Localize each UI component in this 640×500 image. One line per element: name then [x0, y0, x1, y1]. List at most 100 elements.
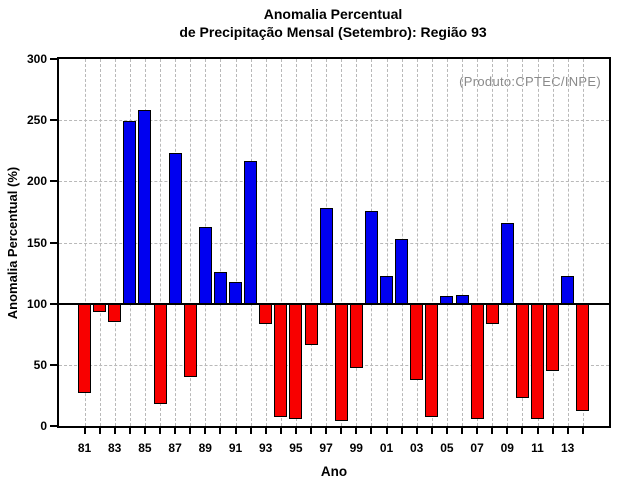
y-tick-label: 250: [26, 113, 47, 128]
bar-2004: [425, 303, 439, 418]
x-tick: [506, 428, 509, 434]
x-tick: [204, 428, 207, 434]
y-tick: [50, 241, 57, 244]
x-tick-label: 01: [379, 441, 394, 455]
x-tick: [581, 428, 584, 434]
bar-2011: [531, 303, 544, 419]
x-tick-label: 97: [319, 441, 333, 455]
bar-2012: [546, 303, 560, 371]
x-tick: [128, 428, 131, 434]
x-tick: [325, 428, 328, 434]
x-tick: [98, 428, 101, 434]
x-tick: [551, 428, 554, 434]
y-tick: [50, 425, 57, 427]
bar-2007: [470, 303, 484, 419]
y-tick-label: 0: [40, 419, 47, 433]
x-tick: [476, 428, 479, 434]
bar-2001: [380, 275, 393, 304]
bar-1986: [153, 303, 167, 404]
x-tick: [264, 428, 267, 434]
bar-2002: [395, 238, 409, 304]
x-tick: [340, 428, 343, 434]
bar-1995: [289, 303, 303, 419]
bar-1994: [274, 303, 288, 418]
plot-inner: (Produto:CPTEC/INPE): [50, 58, 609, 434]
chart-title-line1: Anomalia Percentual: [263, 6, 403, 22]
x-tick: [249, 428, 252, 434]
x-tick-label: 81: [77, 441, 92, 455]
product-annotation: (Produto:CPTEC/INPE): [459, 74, 601, 89]
x-tick: [279, 428, 282, 434]
bar-1998: [334, 303, 348, 422]
x-tick: [159, 428, 161, 434]
x-tick-label: 07: [470, 441, 484, 455]
y-tick-label: 100: [26, 296, 47, 311]
bar-1987: [168, 153, 182, 304]
bar-1988: [183, 303, 197, 378]
y-gridline: [59, 181, 609, 183]
x-tick: [491, 428, 494, 434]
bar-1993: [259, 303, 273, 325]
bar-2000: [364, 210, 378, 304]
y-tick: [50, 119, 57, 122]
y-tick: [50, 180, 57, 183]
bar-2008: [485, 303, 499, 325]
x-tick: [445, 428, 448, 434]
y-gridline: [59, 242, 609, 244]
x-tick: [355, 428, 358, 434]
bar-1983: [108, 303, 122, 322]
x-tick: [430, 428, 433, 434]
y-tick-labels: 0 50 100 150 200 250 300: [0, 52, 52, 433]
x-tick-label: 85: [138, 441, 152, 455]
x-tick: [234, 428, 237, 434]
x-tick: [370, 428, 373, 434]
x-tick-label: 87: [168, 441, 182, 455]
baseline-100: [59, 302, 609, 305]
bar-2003: [410, 303, 424, 380]
x-tick: [536, 428, 539, 434]
bar-2013: [561, 275, 575, 304]
x-tick: [219, 428, 222, 434]
y-tick-label: 200: [26, 174, 47, 189]
plot-area: (Produto:CPTEC/INPE): [50, 57, 611, 434]
x-tick: [385, 428, 388, 434]
bar-1985: [138, 110, 152, 304]
bar-2009: [500, 222, 514, 304]
x-tick: [189, 428, 192, 434]
bar-1981: [78, 303, 91, 393]
x-tick: [461, 428, 463, 434]
x-tick-label: 95: [289, 441, 303, 455]
y-tick-label: 50: [33, 357, 47, 372]
x-tick-label: 13: [561, 441, 575, 455]
y-tick: [50, 58, 57, 60]
y-gridline: [59, 364, 609, 366]
x-tick: [310, 428, 312, 434]
x-tick-label: 05: [440, 441, 454, 455]
x-tick: [566, 428, 569, 434]
bar-2014: [576, 303, 590, 412]
x-tick: [294, 428, 297, 434]
x-tick-label: 11: [531, 441, 544, 455]
y-tick: [50, 363, 57, 366]
bar-1996: [304, 303, 318, 346]
x-tick-label: 03: [410, 441, 424, 455]
x-tick-label: 09: [500, 441, 514, 455]
x-tick-label: 99: [349, 441, 363, 455]
x-tick: [521, 428, 524, 434]
bar-1991: [229, 281, 242, 304]
x-tick: [83, 428, 86, 434]
bar-1990: [213, 271, 227, 304]
bar-1997: [319, 208, 333, 304]
x-tick: [415, 428, 418, 434]
bar-1989: [198, 226, 212, 304]
x-tick: [143, 428, 146, 434]
x-tick: [174, 428, 177, 434]
bar-2010: [515, 303, 529, 398]
bar-1992: [244, 160, 258, 304]
x-tick-label: 91: [228, 441, 243, 455]
chart-title: Anomalia Percentual de Precipitação Mens…: [0, 5, 640, 41]
x-tick-label: 89: [198, 441, 212, 455]
x-tick-labels: 81 83 85 87 89 91 93 95 97 99 01 03 05 07 09 11 13: [59, 441, 609, 457]
x-tick-label: 93: [259, 441, 273, 455]
